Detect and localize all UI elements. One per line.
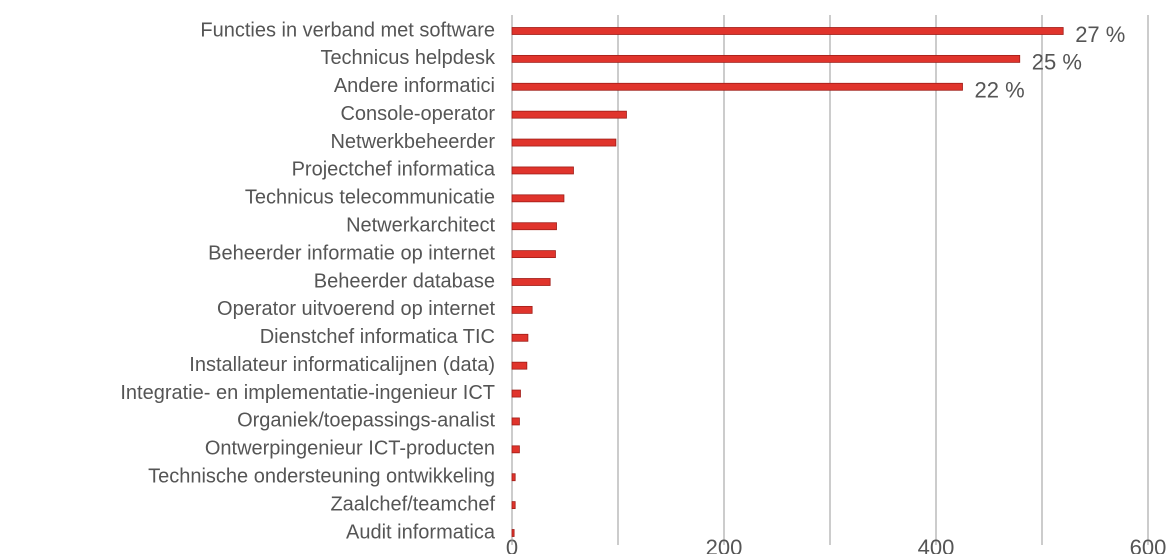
y-tick-label: Technicus helpdesk: [320, 47, 496, 69]
y-tick-label: Operator uitvoerend op internet: [217, 298, 495, 320]
bar: [511, 445, 520, 454]
bar: [511, 54, 1021, 63]
bar: [511, 305, 533, 314]
annotation: 27 %: [1075, 22, 1125, 47]
y-tick-label: Console-operator: [340, 103, 495, 125]
bar: [511, 361, 528, 370]
bar: [511, 417, 520, 426]
bar: [511, 110, 627, 119]
x-tick-label: 400: [918, 535, 955, 554]
y-tick-label: Beheerder informatie op internet: [208, 242, 495, 264]
annotation: 25 %: [1032, 50, 1082, 75]
bar: [511, 501, 516, 510]
bar: [511, 473, 516, 482]
y-tick-label: Integratie- en implementatie-ingenieur I…: [120, 382, 495, 404]
bar: [511, 27, 1064, 35]
bar: [511, 166, 574, 175]
bar: [511, 222, 557, 231]
bar: [511, 529, 515, 537]
y-tick-label: Beheerder database: [314, 270, 495, 292]
bar: [511, 333, 529, 342]
annotation: 22 %: [975, 78, 1025, 103]
y-tick-label: Technische ondersteuning ontwikkeling: [148, 466, 495, 488]
y-tick-label: Ontwerpingenieur ICT-producten: [205, 438, 495, 460]
bar: [511, 138, 617, 147]
y-tick-label: Zaalchef/teamchef: [330, 493, 495, 515]
bar: [511, 82, 963, 91]
y-tick-label: Installateur informaticalijnen (data): [189, 354, 495, 376]
bar: [511, 194, 565, 203]
y-tick-label: Netwerkarchitect: [346, 215, 495, 237]
y-tick-label: Netwerkbeheerder: [330, 131, 495, 153]
y-tick-label: Dienstchef informatica TIC: [260, 326, 495, 348]
bar: [511, 389, 521, 398]
y-tick-label: Technicus telecommunicatie: [245, 187, 495, 209]
y-tick-label: Andere informatici: [334, 75, 495, 97]
x-tick-label: 200: [706, 535, 743, 554]
y-tick-label: Audit informatica: [346, 521, 496, 543]
x-tick-label: 600: [1130, 535, 1167, 554]
y-tick-label: Projectchef informatica: [292, 159, 496, 181]
y-tick-label: Functies in verband met software: [200, 19, 495, 41]
bar: [511, 278, 551, 286]
y-tick-label: Organiek/toepassings-analist: [237, 410, 495, 432]
bar: [511, 250, 556, 259]
